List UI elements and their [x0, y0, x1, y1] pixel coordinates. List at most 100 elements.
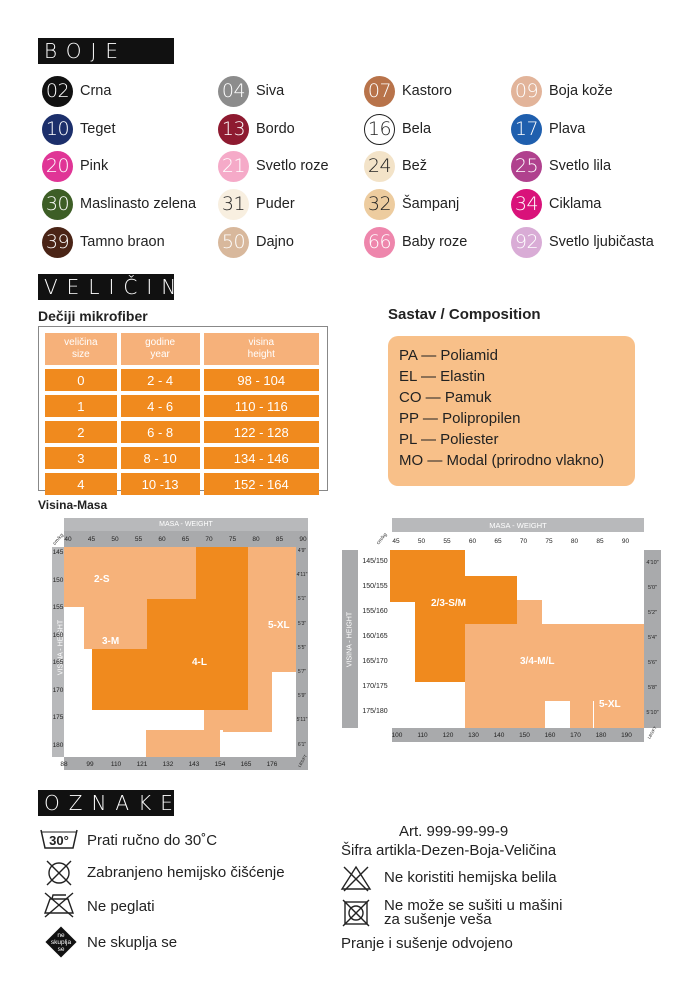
color-code-circle: 30: [42, 189, 73, 220]
color-code-circle: 34: [511, 189, 542, 220]
color-code-circle: 50: [218, 227, 249, 258]
chart1-right-tick: 4'11": [296, 572, 308, 579]
color-name: Kastoro: [402, 83, 452, 99]
chart1-y-axis: [52, 547, 64, 757]
color-swatch: 16 Bela: [364, 114, 700, 145]
composition-box: PA — Poliamid EL — Elastin CO — Pamuk PP — …: [388, 336, 635, 486]
no-iron-icon: [44, 892, 74, 918]
zone-5-xl: [248, 547, 296, 672]
chart2-y-tick: 165/170: [362, 658, 388, 665]
color-name: Maslinasto zelena: [80, 196, 197, 212]
chart1-y-tick: 145: [52, 549, 64, 556]
chart1-x-tick: 40: [64, 536, 72, 543]
chart1-title: MASA - WEIGHT: [159, 521, 213, 528]
chart2-bottom-tick: 130: [468, 732, 479, 739]
chart2-bottom-tick: 170: [570, 732, 581, 739]
chart1-zone-label: 5-XL: [268, 620, 290, 631]
color-swatch: 92 Svetlo ljubičasta: [511, 227, 700, 258]
color-swatch: 30 Maslinasto zelena: [42, 189, 542, 220]
color-swatch: 13 Bordo: [218, 114, 700, 145]
color-name: Šampanj: [402, 196, 460, 212]
size-table-cell: 2: [45, 421, 117, 443]
chart1-right-tick: 5'1": [297, 596, 307, 603]
chart1-y-tick: 180: [52, 741, 64, 749]
color-swatch: 09 Boja kože: [511, 76, 700, 107]
chart1-y-tick: 155: [52, 604, 64, 611]
chart2-x-tick: 80: [570, 538, 579, 545]
color-code-circle: 13: [218, 114, 249, 145]
size-table-cell: 1: [45, 395, 117, 417]
chart2-bottom-tick: 110: [417, 732, 428, 739]
chart1-x-tick: 75: [228, 536, 237, 543]
chart2-bottom-tick: 150: [519, 732, 530, 739]
color-swatch: 10 Teget: [42, 114, 542, 145]
color-code-circle: 10: [42, 114, 73, 145]
chart2-x-tick: 50: [417, 538, 426, 545]
chart2-right-tick: 5'4": [647, 635, 658, 641]
zone-5-xl: [146, 730, 220, 757]
chart2-bottom-tick: 160: [544, 732, 556, 739]
size-table-cell: 134 - 146: [203, 447, 319, 469]
chart1-right-tick: 5'3": [297, 620, 307, 627]
chart1-x-tick: 45: [87, 536, 96, 543]
zone-2-s: [64, 547, 147, 607]
article-number: Art. 999-99-99-9: [399, 823, 509, 840]
color-swatch: 25 Svetlo lila: [511, 151, 700, 182]
color-code-circle: 20: [42, 151, 73, 182]
article-code-legend: Šifra artikla-Dezen-Boja-Veličina: [341, 842, 557, 859]
chart1-right-tick: 5'11": [296, 717, 308, 724]
chart2-top-header: [392, 518, 644, 532]
section-header-sizes: VELIČINE: [38, 274, 198, 300]
chart2-y-tick: 170/175: [362, 683, 388, 690]
chart2-x-tick: 45: [392, 538, 400, 545]
chart2-bottom-tick: 120: [442, 732, 454, 739]
col-header-size: veličina size: [45, 333, 117, 365]
color-swatch: 34 Ciklama: [511, 189, 700, 220]
color-name: Crna: [80, 83, 112, 99]
chart1-bottom-tick: 154: [214, 761, 226, 768]
chart2-right-axis: [644, 550, 661, 728]
chart1-x-tick: 60: [158, 536, 166, 543]
chart2-zone-label: 3/4-M/L: [520, 656, 555, 667]
no-shrink-icon-text-2: skuplja: [50, 939, 72, 946]
no-shrink-icon-text-1: ne: [57, 932, 65, 939]
size-table-cell: 6 - 8: [120, 421, 200, 443]
chart2-ylabel: VISINA - HEIGHT: [346, 611, 354, 668]
color-name: Ciklama: [549, 196, 602, 212]
chart1-bottom-tick: 132: [162, 761, 174, 768]
composition-item: PL — Poliester: [399, 431, 499, 448]
color-code-circle: 02: [42, 76, 73, 107]
hand-wash-30-icon: 30°: [40, 829, 78, 849]
zone-3-m: [118, 599, 147, 607]
size-table-cell: 4: [45, 473, 117, 495]
color-code-circle: 07: [364, 76, 395, 107]
chart1-bottom-tick: 143: [188, 761, 200, 768]
size-chart-women: MASA - WEIGHT cm/kg VISINA - HEIGHT 2-S 3…: [38, 518, 310, 770]
chart1-right-tick: 5'7": [297, 669, 307, 675]
no-shrink-icon-text-3: se: [57, 946, 65, 953]
composition-item: PA — Poliamid: [399, 347, 498, 364]
color-swatch: 32 Šampanj: [364, 189, 700, 220]
size-table-cell: 2 - 4: [120, 369, 200, 391]
color-name: Boja kože: [549, 83, 613, 99]
zone-2-3-s-m: [390, 550, 415, 602]
chart1-x-tick: 65: [181, 536, 190, 543]
zone-2-s: [147, 547, 204, 599]
color-name: Svetlo ljubičasta: [549, 234, 654, 250]
color-name: Teget: [80, 121, 116, 137]
composition-item: EL — Elastin: [399, 368, 486, 385]
no-dry-clean-icon: [46, 860, 72, 886]
color-name: Svetlo lila: [549, 158, 612, 174]
chart1-x-tick: 55: [134, 536, 143, 543]
chart2-x-tick: 85: [596, 538, 604, 545]
chart1-y-tick: 150: [52, 576, 64, 584]
care-no-tumble-text: Ne može se sušiti u mašini za sušenje veš…: [384, 897, 563, 928]
zone-4-l: [92, 674, 196, 710]
chart2-x-tick: 60: [468, 538, 477, 545]
size-table-cell: 8 - 10: [120, 447, 200, 469]
zone-4-l: [92, 649, 147, 674]
